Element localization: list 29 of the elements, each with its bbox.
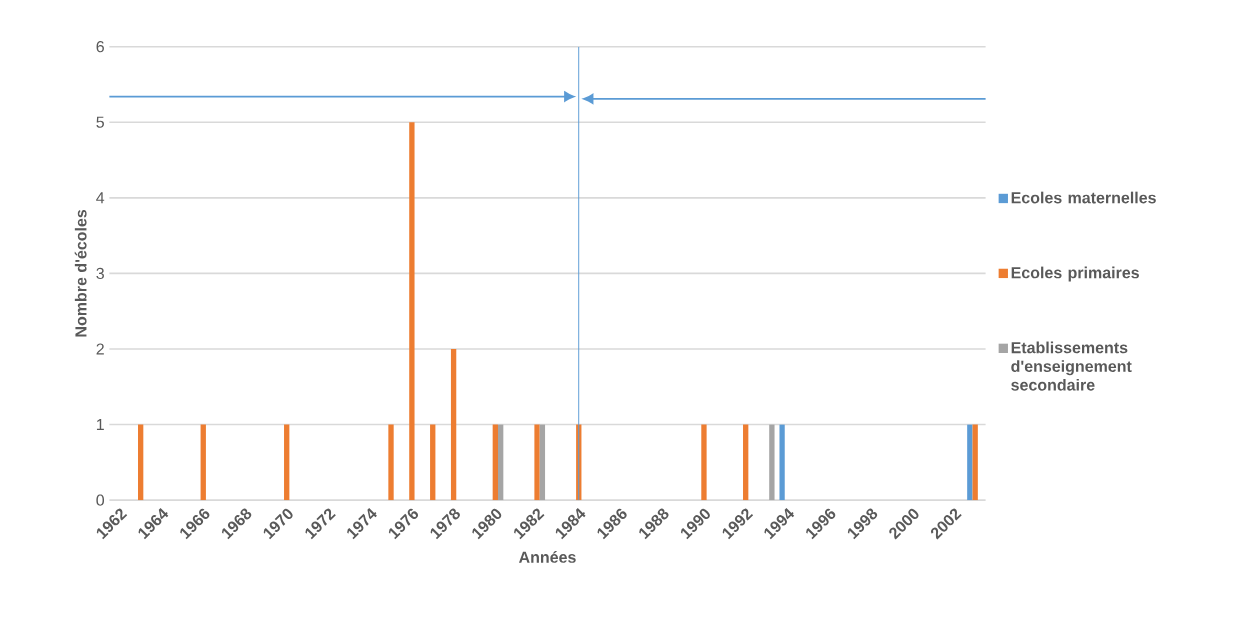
bar [430, 424, 436, 501]
y-tick-label: 3 [96, 267, 104, 280]
bar [498, 424, 504, 501]
bar [284, 424, 290, 501]
bar [539, 424, 546, 501]
bar [492, 424, 498, 501]
bar [743, 424, 749, 501]
bar [701, 424, 707, 501]
legend-label: Etablissements d'enseignement secondaire [1011, 341, 1132, 391]
bar [534, 424, 540, 501]
bar [409, 122, 415, 501]
legend-label: Ecoles primaires [1011, 266, 1139, 282]
y-tick-label: 6 [96, 41, 104, 53]
bar [450, 349, 457, 501]
y-tick-label: 0 [96, 494, 105, 506]
bar [200, 424, 206, 501]
x-axis-title: Années [518, 551, 576, 563]
y-tick-label: 2 [96, 343, 104, 355]
y-tick-label: 1 [96, 419, 104, 431]
bar [779, 424, 785, 501]
legend-label: Ecoles maternelles [1011, 191, 1156, 204]
y-tick-label: 4 [96, 192, 105, 204]
bar [967, 424, 973, 501]
y-axis-title: Nombre d'écoles [74, 209, 87, 337]
bar [769, 424, 775, 501]
bar [137, 424, 144, 501]
bar [388, 424, 394, 501]
y-tick-label: 5 [96, 116, 104, 128]
bar [972, 424, 978, 501]
